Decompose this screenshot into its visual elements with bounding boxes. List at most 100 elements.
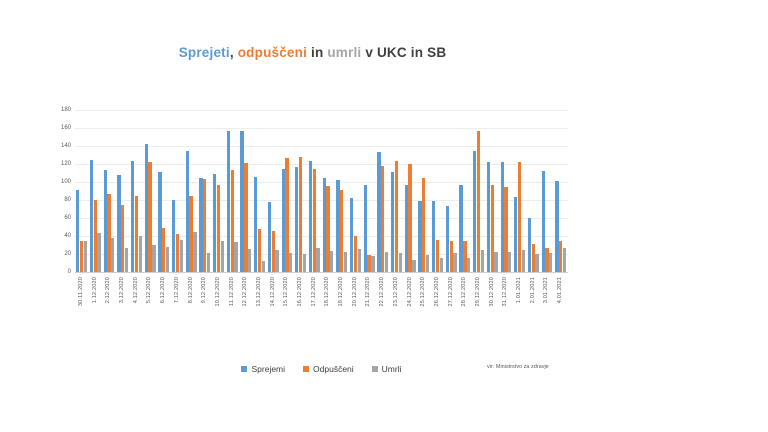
- bar-sprejemi: [459, 184, 463, 272]
- legend-swatch-umrli: [371, 366, 378, 372]
- gridline: [75, 110, 568, 111]
- bar-umrli: [398, 253, 402, 272]
- x-axis-label: 30.12.2020: [488, 277, 495, 307]
- bar-group: [130, 110, 144, 272]
- bar-umrli: [193, 231, 197, 272]
- y-axis-tick-label: 140: [60, 143, 71, 149]
- bar-odpusceni: [449, 240, 453, 272]
- x-axis-label: 26.12.2020: [433, 277, 440, 307]
- x-axis-label: 8.12.2020: [187, 277, 194, 304]
- x-axis-label: 22.12.2020: [379, 277, 386, 307]
- gridline: [75, 128, 568, 129]
- x-axis-label: 20.12.2020: [351, 277, 358, 307]
- bar-odpusceni: [463, 241, 467, 272]
- gridline: [75, 218, 568, 219]
- bar-sprejemi: [473, 151, 477, 272]
- bar-umrli: [111, 237, 115, 272]
- bar-sprejemi: [363, 184, 367, 272]
- bar-odpusceni: [353, 236, 358, 272]
- bar-group: [89, 110, 103, 272]
- bar-group: [376, 110, 390, 272]
- x-axis-label: 24.12.2020: [406, 277, 413, 307]
- bar-odpusceni: [148, 162, 152, 272]
- x-axis-label: 3.01.2021: [543, 277, 550, 304]
- bar-group: [280, 110, 294, 272]
- bar-sprejemi: [281, 169, 285, 272]
- bar-umrli: [152, 245, 156, 272]
- bar-umrli: [165, 246, 170, 272]
- bar-odpusceni: [490, 184, 494, 272]
- gridline: [75, 164, 568, 165]
- x-axis-label: 25.12.2020: [420, 277, 427, 307]
- bar-group: [294, 110, 308, 272]
- gridline: [75, 254, 568, 255]
- bar-group: [185, 110, 199, 272]
- bar-odpusceni: [422, 178, 426, 272]
- gridline: [75, 182, 568, 183]
- chart-title-part: v UKC in SB: [361, 45, 447, 60]
- y-axis-tick-label: 40: [64, 233, 71, 239]
- bar-sprejemi: [432, 200, 436, 272]
- bar-umrli: [289, 253, 293, 272]
- x-axis-label: 30.11.2020: [78, 277, 84, 307]
- bar-sprejemi: [541, 171, 545, 272]
- bar-sprejemi: [445, 206, 450, 272]
- bar-group: [102, 110, 116, 272]
- bar-odpusceni: [107, 193, 111, 272]
- x-axis-label: 3.12.2020: [119, 277, 126, 304]
- bar-odpusceni: [298, 156, 303, 272]
- bar-umrli: [261, 261, 266, 272]
- bar-odpusceni: [189, 196, 193, 272]
- bar-sprejemi: [213, 173, 217, 272]
- bar-odpusceni: [79, 240, 84, 272]
- bar-odpusceni: [545, 247, 549, 272]
- x-axis-label: 15.12.2020: [283, 277, 290, 307]
- x-axis-label: 11.12.2020: [228, 277, 235, 307]
- plot-area: 0 20 40 60 80 100 120 140 160 180: [61, 107, 568, 275]
- bar-group: [445, 110, 459, 272]
- bar-group: [253, 110, 267, 272]
- x-axis-label: 2.01.2021: [529, 277, 536, 304]
- bar-umrli: [343, 252, 348, 272]
- bar-sprejemi: [144, 144, 148, 272]
- chart-title-part: odpuščeni: [237, 45, 308, 60]
- legend-label-sprejemi: Sprejemi: [251, 364, 286, 374]
- bar-umrli: [521, 250, 526, 272]
- bar-group: [486, 110, 500, 272]
- bar-group: [349, 110, 363, 272]
- x-axis-label: 1.01.2021: [516, 277, 522, 304]
- bar-group: [404, 110, 418, 272]
- bar-sprejemi: [404, 184, 408, 272]
- legend-item-sprejemi: Sprejemi: [241, 364, 285, 374]
- y-axis-tick-label: 0: [67, 269, 71, 275]
- bar-umrli: [302, 254, 307, 272]
- y-axis-tick-label: 20: [64, 251, 71, 257]
- y-axis-tick-label: 100: [60, 179, 71, 185]
- x-axis-label: 4.12.2020: [132, 277, 139, 304]
- bar-umrli: [124, 247, 129, 272]
- bar-group: [362, 110, 376, 272]
- bar-umrli: [138, 236, 142, 272]
- gridline: [75, 146, 568, 147]
- x-axis-label: 23.12.2020: [392, 277, 399, 307]
- y-axis-tick-label: 160: [60, 125, 71, 131]
- bar-group: [499, 110, 513, 272]
- bar-group: [267, 110, 281, 272]
- legend-label-odpusceni: Odpuščeni: [313, 364, 354, 374]
- x-axis-label: 17.12.2020: [310, 277, 317, 307]
- x-axis-label: 5.12.2020: [146, 277, 153, 304]
- bar-group: [212, 110, 226, 272]
- x-axis-label: 31.12.2020: [502, 277, 509, 307]
- bar-group: [75, 110, 89, 272]
- bar-umrli: [83, 240, 88, 272]
- x-axis-label: 12.12.2020: [242, 277, 249, 307]
- legend-item-umrli: Umrli: [371, 364, 402, 374]
- bar-group: [513, 110, 527, 272]
- bar-odpusceni: [203, 179, 207, 272]
- bar-group: [321, 110, 335, 272]
- x-axis-label: 27.12.2020: [447, 277, 454, 307]
- bar-group: [540, 110, 554, 272]
- bar-umrli: [453, 253, 457, 272]
- bar-sprejemi: [158, 172, 162, 272]
